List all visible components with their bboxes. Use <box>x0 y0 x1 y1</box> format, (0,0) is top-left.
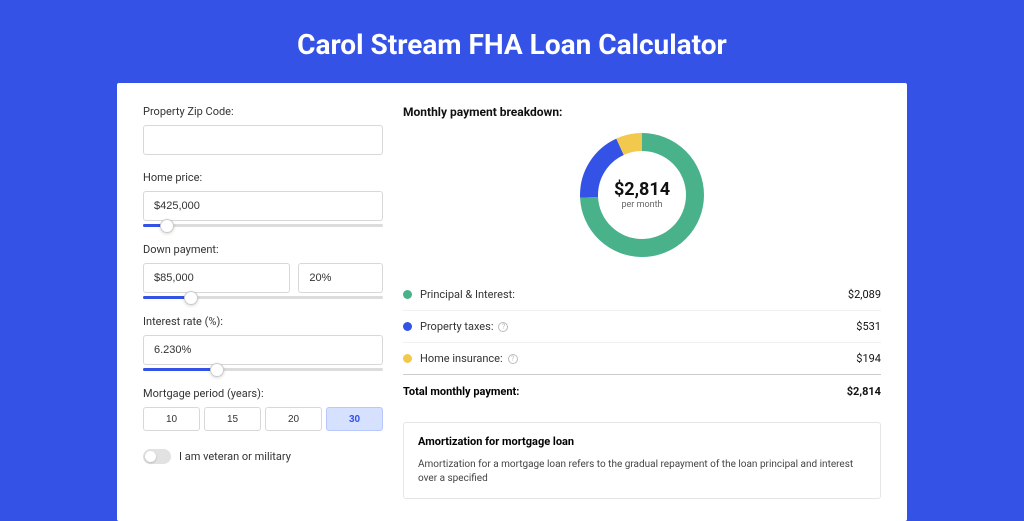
breakdown-row: Home insurance:? $194 <box>403 343 881 375</box>
amortization-card: Amortization for mortgage loan Amortizat… <box>403 422 881 499</box>
breakdown-column: Monthly payment breakdown: $2,814 per mo… <box>403 105 881 499</box>
veteran-toggle[interactable] <box>143 449 171 464</box>
amortization-text: Amortization for a mortgage loan refers … <box>418 458 866 486</box>
legend-label: Property taxes: <box>420 320 493 333</box>
home-price-slider[interactable] <box>143 224 383 227</box>
period-btn-10[interactable]: 10 <box>143 407 200 431</box>
interest-rate-slider[interactable] <box>143 368 383 371</box>
info-icon[interactable]: ? <box>508 354 518 364</box>
mortgage-period-label: Mortgage period (years): <box>143 387 383 400</box>
donut-center-amount: $2,814 <box>614 179 670 200</box>
down-payment-group: Down payment: <box>143 243 383 299</box>
zip-label: Property Zip Code: <box>143 105 383 118</box>
amortization-title: Amortization for mortgage loan <box>418 435 866 448</box>
calculator-card: Property Zip Code: Home price: Down paym… <box>117 83 907 521</box>
zip-input[interactable] <box>143 125 383 155</box>
page-title: Carol Stream FHA Loan Calculator <box>0 0 1024 83</box>
veteran-toggle-row: I am veteran or military <box>143 449 383 464</box>
period-btn-20[interactable]: 20 <box>265 407 322 431</box>
home-price-group: Home price: <box>143 171 383 227</box>
legend-value: $194 <box>856 352 881 365</box>
form-column: Property Zip Code: Home price: Down paym… <box>143 105 383 499</box>
total-label: Total monthly payment: <box>403 385 519 398</box>
down-payment-amount-input[interactable] <box>143 263 290 293</box>
down-payment-percent-input[interactable] <box>298 263 383 293</box>
breakdown-title: Monthly payment breakdown: <box>403 105 881 119</box>
breakdown-row: Principal & Interest: $2,089 <box>403 279 881 311</box>
down-payment-slider[interactable] <box>143 296 383 299</box>
info-icon[interactable]: ? <box>498 322 508 332</box>
toggle-knob <box>145 451 156 462</box>
interest-rate-input[interactable] <box>143 335 383 365</box>
legend-label: Home insurance: <box>420 352 503 365</box>
interest-rate-label: Interest rate (%): <box>143 315 383 328</box>
down-payment-label: Down payment: <box>143 243 383 256</box>
mortgage-period-group: Mortgage period (years): 10152030 <box>143 387 383 431</box>
zip-group: Property Zip Code: <box>143 105 383 155</box>
donut-center-sub: per month <box>621 200 662 210</box>
legend-label: Principal & Interest: <box>420 288 515 301</box>
veteran-label: I am veteran or military <box>179 450 291 463</box>
interest-rate-group: Interest rate (%): <box>143 315 383 371</box>
home-price-input[interactable] <box>143 191 383 221</box>
legend-value: $531 <box>856 320 881 333</box>
total-value: $2,814 <box>847 385 881 398</box>
breakdown-row: Property taxes:? $531 <box>403 311 881 343</box>
legend-dot <box>403 290 412 299</box>
period-btn-30[interactable]: 30 <box>326 407 383 431</box>
breakdown-list: Principal & Interest: $2,089 Property taxe… <box>403 279 881 375</box>
legend-dot <box>403 322 412 331</box>
donut-chart: $2,814 per month <box>403 133 881 257</box>
legend-dot <box>403 354 412 363</box>
legend-value: $2,089 <box>848 288 881 301</box>
total-row: Total monthly payment: $2,814 <box>403 375 881 412</box>
period-btn-15[interactable]: 15 <box>204 407 261 431</box>
home-price-label: Home price: <box>143 171 383 184</box>
